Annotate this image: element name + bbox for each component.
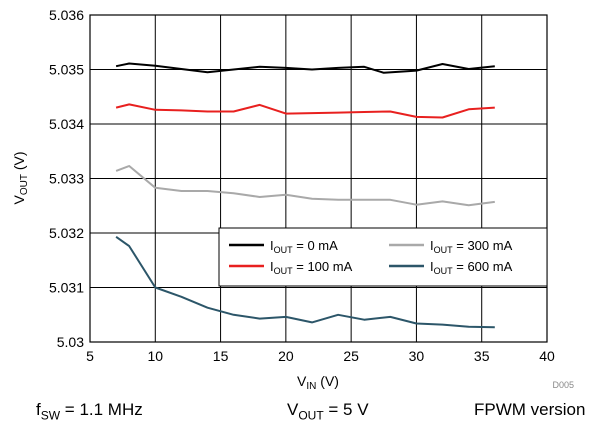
x-tick-label: 30	[409, 348, 425, 364]
y-axis-label: VOUT (V)	[11, 151, 30, 204]
y-tick-label: 5.033	[49, 171, 84, 187]
x-axis-label: VIN (V)	[297, 373, 339, 392]
caption-output-voltage: VOUT = 5 V	[287, 400, 369, 423]
legend-label-100ma: IOUT = 100 mA	[270, 259, 353, 276]
x-axis-label-unit: (V)	[316, 373, 339, 389]
x-tick-label: 10	[147, 348, 163, 364]
x-tick-label: 20	[278, 348, 294, 364]
series-line-0ma	[115, 62, 495, 74]
y-axis-label-sub: OUT	[19, 174, 30, 195]
series-lines	[115, 62, 495, 329]
x-tick-label: 35	[474, 348, 490, 364]
x-tick-label: 15	[213, 348, 229, 364]
x-axis-label-main: V	[297, 373, 307, 389]
legend: IOUT = 0 mA IOUT = 300 mA IOUT = 100 mA …	[218, 227, 548, 287]
y-axis-label-unit: (V)	[11, 151, 27, 174]
x-tick-label: 25	[343, 348, 359, 364]
legend-label-300ma: IOUT = 300 mA	[430, 238, 513, 255]
series-line-100ma	[115, 103, 495, 119]
y-tick-label: 5.035	[49, 62, 84, 78]
x-tick-label: 5	[86, 348, 94, 364]
legend-box	[218, 227, 548, 287]
x-axis-label-sub: IN	[306, 381, 316, 392]
legend-label-0ma: IOUT = 0 mA	[270, 238, 338, 255]
y-tick-label: 5.034	[49, 116, 84, 132]
y-tick-labels: 5.03 5.031 5.032 5.033 5.034 5.035 5.036	[49, 7, 84, 350]
caption-mode: FPWM version	[474, 400, 586, 419]
y-tick-label: 5.03	[57, 334, 84, 350]
x-tick-labels: 5 10 15 20 25 30 35 40	[86, 348, 555, 364]
y-tick-label: 5.031	[49, 280, 84, 296]
y-axis-label-main: V	[11, 195, 27, 205]
figure-code: D005	[552, 380, 574, 390]
x-tick-label: 40	[539, 348, 555, 364]
caption-switching-frequency: fSW = 1.1 MHz	[36, 400, 143, 423]
series-line-600ma	[115, 235, 495, 329]
y-tick-label: 5.032	[49, 225, 84, 241]
series-line-300ma	[115, 165, 495, 207]
plot-frame	[89, 14, 548, 343]
legend-label-600ma: IOUT = 600 mA	[430, 259, 513, 276]
y-tick-label: 5.036	[49, 7, 84, 23]
